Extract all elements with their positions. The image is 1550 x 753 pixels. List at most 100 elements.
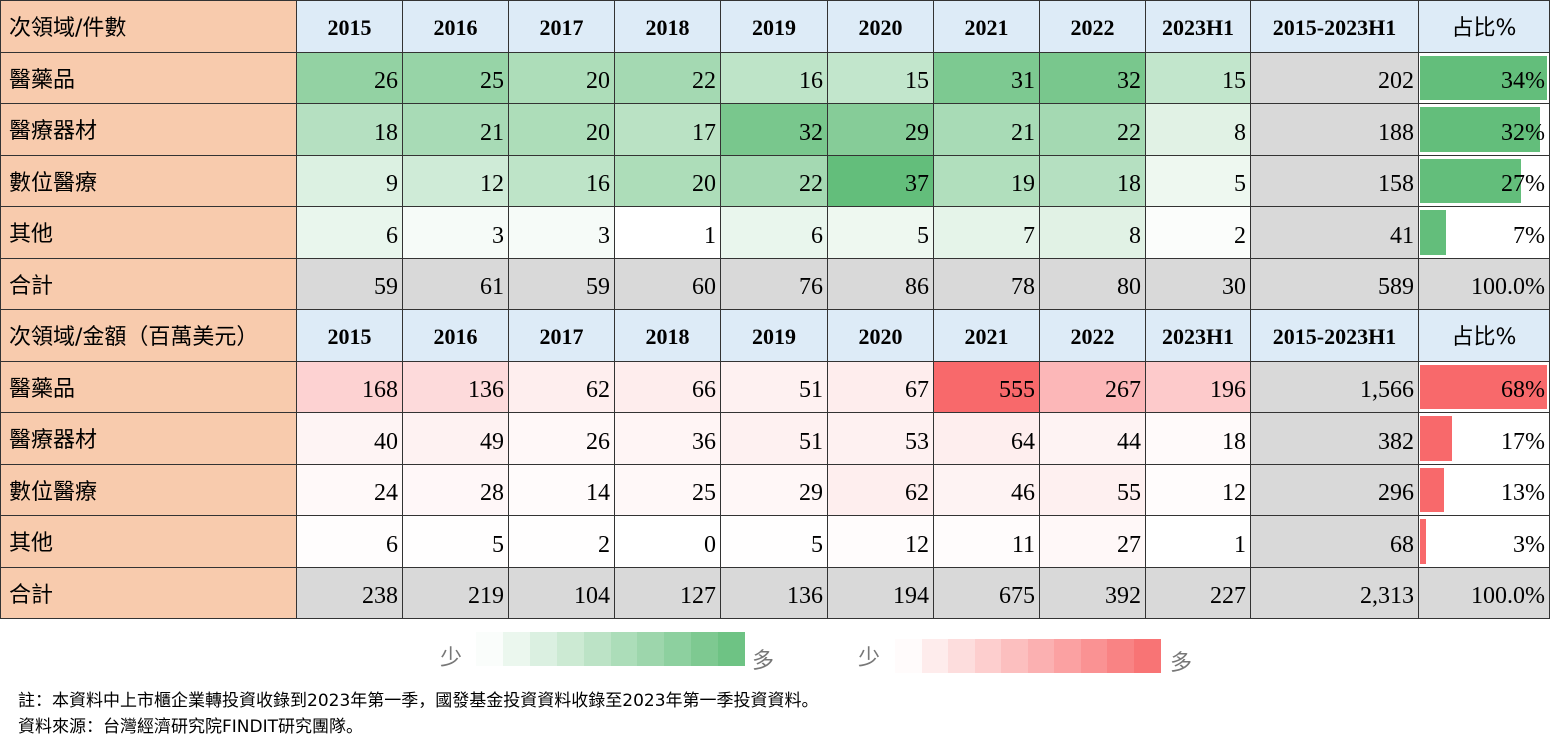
data-cell: 194 — [827, 566, 934, 619]
heat-fill — [828, 207, 933, 258]
row-label-cell: 醫療器材 — [0, 103, 297, 156]
row-label-cell: 其他 — [0, 515, 297, 568]
header-text: 2023H1 — [1161, 324, 1235, 350]
cell-value: 53 — [905, 428, 929, 455]
header-text: 2019 — [752, 324, 796, 350]
heat-fill — [1146, 361, 1250, 412]
heat-fill — [721, 361, 827, 412]
data-cell: 20 — [614, 154, 721, 207]
data-cell: 3 — [402, 206, 509, 259]
heat-fill — [615, 52, 720, 103]
legend-swatch — [691, 632, 719, 666]
heat-fill — [615, 516, 720, 567]
cell-value: 76 — [799, 274, 823, 301]
cell-value: 22 — [1117, 119, 1141, 146]
legend-swatch — [664, 632, 692, 666]
header-text: 2015 — [327, 324, 372, 350]
heat-fill — [1040, 464, 1145, 515]
cell-value: 51 — [799, 428, 823, 455]
data-cell: 188 — [1250, 103, 1419, 156]
data-cell: 67 — [827, 360, 934, 413]
data-cell: 26 — [296, 51, 403, 104]
share-bar — [1420, 364, 1547, 409]
row-label: 數位醫療 — [9, 479, 98, 505]
cell-value: 61 — [480, 274, 504, 301]
cell-value: 18 — [374, 119, 398, 146]
data-cell: 51 — [720, 412, 828, 465]
header-text: 2023H1 — [1161, 15, 1235, 41]
data-cell: 5 — [1145, 154, 1251, 207]
heat-fill — [403, 52, 508, 103]
legend-swatch — [502, 632, 531, 666]
cell-value: 15 — [1222, 68, 1246, 95]
cell-value: 16 — [799, 68, 823, 95]
header-text: 2016 — [433, 324, 478, 350]
row-label: 合計 — [9, 273, 54, 299]
data-cell: 267 — [1039, 360, 1146, 413]
header-cell: 2017 — [508, 309, 615, 362]
heat-fill — [509, 464, 614, 515]
legend-swatch — [476, 632, 504, 666]
data-cell: 36 — [614, 412, 721, 465]
data-cell: 24 — [296, 463, 403, 516]
data-cell: 22 — [614, 51, 721, 104]
cell-value: 19 — [1011, 171, 1035, 198]
cell-value: 67 — [905, 377, 929, 404]
header-cell: 2015-2023H1 — [1250, 0, 1419, 53]
cell-value: 66 — [692, 377, 716, 404]
heat-fill — [1146, 155, 1250, 206]
heat-fill — [828, 464, 933, 515]
heat-fill — [1040, 361, 1145, 412]
heat-fill — [297, 516, 402, 567]
legend-swatch — [1001, 639, 1028, 673]
header-text: 占比% — [1451, 16, 1517, 42]
cell-value: 29 — [799, 480, 823, 507]
data-cell: 168 — [296, 360, 403, 413]
data-cell: 5 — [402, 515, 509, 568]
heat-fill — [509, 104, 614, 155]
cell-value: 127 — [680, 583, 716, 610]
heat-fill — [615, 104, 720, 155]
cell-value: 2,313 — [1360, 583, 1414, 610]
heat-fill — [509, 361, 614, 412]
cell-value: 227 — [1210, 583, 1246, 610]
data-cell: 64 — [933, 412, 1040, 465]
cell-value: 9 — [386, 171, 398, 198]
cell-value: 1 — [704, 222, 716, 249]
data-cell: 68 — [1250, 515, 1419, 568]
legend-swatch — [1027, 639, 1055, 673]
data-cell: 44 — [1039, 412, 1146, 465]
heat-fill — [403, 104, 508, 155]
data-cell: 18 — [1145, 412, 1251, 465]
heat-fill — [828, 516, 933, 567]
cell-value: 158 — [1378, 171, 1414, 198]
cell-value: 555 — [999, 377, 1035, 404]
cell-value: 0 — [704, 531, 716, 558]
heat-fill — [403, 361, 508, 412]
note: 註：本資料中上市櫃企業轉投資收錄到2023年第一季，國發基金投資資料收錄至202… — [18, 691, 819, 711]
cell-value: 12 — [480, 171, 504, 198]
cell-value: 17% — [1501, 428, 1545, 455]
cell-value: 238 — [362, 583, 398, 610]
data-cell: 28 — [402, 463, 509, 516]
cell-value: 3 — [492, 222, 504, 249]
cell-value: 5 — [917, 222, 929, 249]
cell-value: 7% — [1513, 222, 1545, 249]
cell-value: 6 — [811, 222, 823, 249]
cell-value: 78 — [1011, 274, 1035, 301]
row-label-cell: 數位醫療 — [0, 154, 297, 207]
data-cell: 29 — [720, 463, 828, 516]
cell-value: 675 — [999, 583, 1035, 610]
cell-value: 18 — [1117, 171, 1141, 198]
data-cell: 1,566 — [1250, 360, 1419, 413]
data-cell: 7% — [1418, 206, 1550, 259]
data-cell: 5 — [827, 206, 934, 259]
cell-value: 62 — [586, 377, 610, 404]
data-cell: 16 — [508, 154, 615, 207]
cell-value: 21 — [1011, 119, 1035, 146]
data-cell: 68% — [1418, 360, 1550, 413]
data-cell: 1 — [1145, 515, 1251, 568]
cell-value: 219 — [468, 583, 504, 610]
cell-value: 20 — [586, 119, 610, 146]
